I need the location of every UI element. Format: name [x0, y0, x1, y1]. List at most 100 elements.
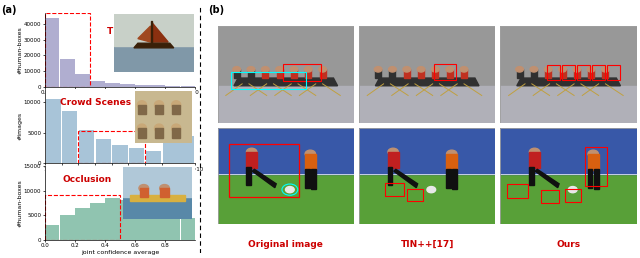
Bar — [45, 18, 60, 87]
Bar — [60, 215, 74, 240]
X-axis label: person counts in the image: person counts in the image — [77, 173, 163, 178]
Bar — [407, 189, 423, 201]
Bar — [234, 69, 240, 78]
Bar — [434, 63, 456, 80]
Bar — [76, 208, 90, 240]
Circle shape — [305, 150, 316, 157]
Y-axis label: #human-boxes: #human-boxes — [17, 179, 22, 227]
Bar — [106, 83, 120, 87]
Bar — [228, 144, 300, 197]
Bar — [305, 69, 311, 78]
Bar — [166, 86, 180, 87]
Circle shape — [305, 67, 312, 72]
Polygon shape — [376, 78, 479, 86]
Bar — [106, 198, 120, 240]
Bar — [231, 72, 306, 89]
Bar — [45, 13, 90, 87]
Y-axis label: #images: #images — [17, 112, 22, 141]
Y-axis label: #human-boxes: #human-boxes — [17, 26, 22, 74]
Circle shape — [233, 67, 241, 72]
Bar — [246, 167, 251, 185]
Circle shape — [588, 67, 595, 72]
Circle shape — [588, 150, 598, 157]
Text: Original image: Original image — [248, 240, 323, 249]
Bar — [585, 147, 607, 186]
Circle shape — [573, 67, 580, 72]
Bar — [389, 69, 396, 78]
Bar — [136, 196, 150, 240]
Bar — [359, 26, 495, 86]
Bar — [529, 167, 534, 185]
X-axis label: joint confidence average: joint confidence average — [81, 250, 159, 255]
Polygon shape — [535, 169, 559, 188]
Circle shape — [247, 67, 255, 72]
Bar — [588, 69, 594, 78]
Circle shape — [246, 148, 257, 156]
Bar — [385, 183, 404, 196]
Bar — [359, 174, 495, 224]
Bar — [150, 85, 164, 87]
Circle shape — [447, 150, 457, 157]
Bar — [305, 169, 310, 188]
Text: Occlusion: Occlusion — [62, 175, 111, 184]
Bar — [79, 130, 94, 163]
Bar — [592, 64, 605, 80]
Bar — [577, 64, 591, 80]
Bar — [446, 154, 457, 170]
Circle shape — [431, 67, 439, 72]
Polygon shape — [234, 78, 337, 86]
Circle shape — [290, 67, 298, 72]
Bar — [96, 139, 111, 163]
Bar — [45, 225, 60, 240]
Bar — [120, 200, 134, 240]
Bar — [433, 69, 438, 78]
Bar — [547, 64, 561, 80]
Circle shape — [285, 187, 294, 193]
Bar — [607, 64, 620, 80]
Bar — [541, 190, 559, 203]
Polygon shape — [252, 169, 276, 188]
Bar — [218, 86, 354, 123]
Bar — [388, 152, 399, 168]
Bar — [60, 59, 74, 87]
Bar — [602, 69, 609, 78]
Bar — [375, 69, 381, 78]
Circle shape — [262, 67, 269, 72]
Polygon shape — [394, 169, 418, 188]
Circle shape — [388, 67, 396, 72]
Text: Crowd Scenes: Crowd Scenes — [60, 98, 131, 107]
Bar — [574, 69, 580, 78]
Bar — [166, 205, 180, 240]
Bar — [180, 86, 195, 87]
Bar — [136, 85, 150, 87]
Bar — [150, 198, 164, 240]
Bar — [388, 167, 392, 185]
Bar — [461, 69, 467, 78]
Bar — [291, 69, 297, 78]
Circle shape — [530, 67, 538, 72]
Bar — [218, 174, 354, 224]
Bar — [113, 145, 127, 163]
Bar — [516, 69, 523, 78]
Bar — [78, 131, 145, 163]
Circle shape — [388, 148, 398, 156]
Bar — [180, 218, 195, 240]
Bar — [500, 174, 637, 224]
Bar — [129, 148, 144, 163]
Bar — [248, 69, 254, 78]
Circle shape — [460, 67, 468, 72]
Bar — [447, 69, 452, 78]
Circle shape — [559, 67, 566, 72]
Polygon shape — [517, 78, 620, 86]
Bar — [120, 84, 134, 87]
Bar — [452, 169, 457, 189]
Bar — [90, 80, 104, 87]
Circle shape — [529, 148, 540, 156]
Bar — [359, 86, 495, 123]
Bar — [218, 128, 354, 174]
Bar — [305, 154, 316, 170]
Circle shape — [276, 67, 284, 72]
Bar — [283, 63, 321, 81]
Bar — [500, 86, 637, 123]
Circle shape — [417, 67, 425, 72]
